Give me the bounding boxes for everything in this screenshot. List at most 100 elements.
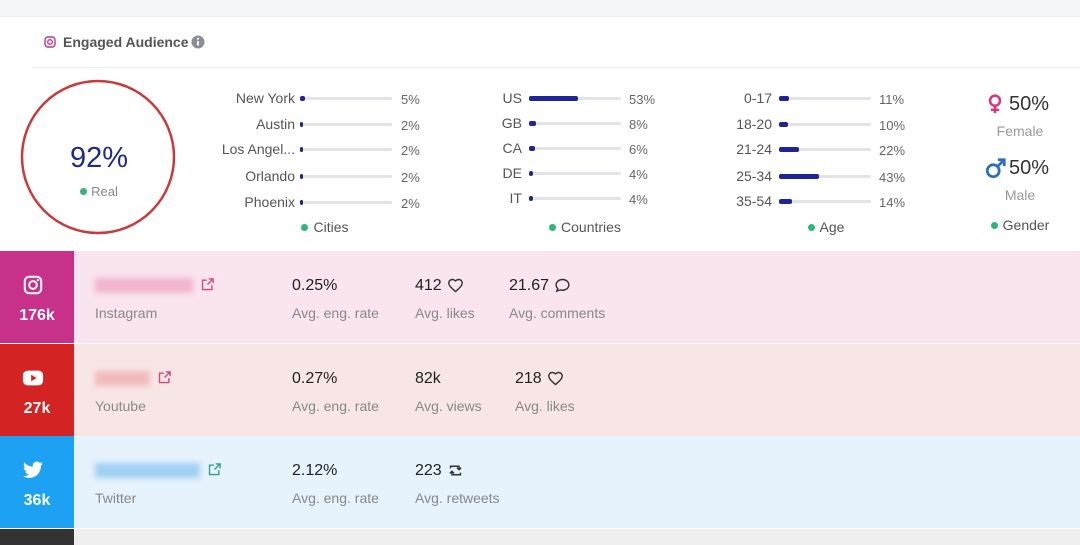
bar-track <box>300 123 392 126</box>
value-label: 2% <box>401 196 420 211</box>
value-label: 43% <box>879 170 906 185</box>
icon-part <box>997 158 1006 167</box>
dot <box>990 222 998 229</box>
icon-part <box>22 461 44 478</box>
real-value: 92% <box>69 142 129 174</box>
icon-part <box>207 278 214 285</box>
platform-row <box>0 343 1080 436</box>
bar <box>779 96 790 101</box>
icon-part <box>214 463 221 470</box>
icon-part <box>44 36 56 48</box>
list-title-text: Countries <box>561 219 621 235</box>
stat-label: Avg. eng. rate <box>292 490 379 506</box>
platform-row <box>0 436 1080 528</box>
bar <box>300 96 305 101</box>
value-label: 6% <box>629 142 648 157</box>
stat-label: Avg. eng. rate <box>292 397 379 414</box>
stat-label: Avg. retweets <box>415 490 500 506</box>
female-value: 50% <box>1009 93 1050 115</box>
bar <box>529 121 537 126</box>
value-label: 4% <box>629 167 648 182</box>
platform-icon <box>23 275 43 295</box>
section-title: Engaged Audience <box>63 34 189 50</box>
bar-track <box>529 122 621 125</box>
redacted-username <box>95 463 200 478</box>
external-link[interactable] <box>157 370 172 385</box>
followers: 36k <box>23 492 51 509</box>
divider <box>32 67 1080 68</box>
top-strip <box>0 0 1080 17</box>
bar <box>529 96 578 101</box>
icon-part <box>158 371 170 383</box>
platform-row <box>0 251 1080 343</box>
stat-value: 2.12% <box>292 462 338 479</box>
heart-icon <box>548 371 563 385</box>
platform-tile <box>0 251 74 343</box>
platform-icon <box>22 370 44 385</box>
stat-value: 0.25% <box>292 277 338 294</box>
value-label: 22% <box>879 143 906 158</box>
dot <box>80 188 88 195</box>
bar-track <box>779 200 871 203</box>
icon-part <box>201 279 213 291</box>
bar-track <box>300 97 392 100</box>
dot <box>301 224 309 231</box>
stat-label: Avg. eng. rate <box>292 305 379 321</box>
external-link[interactable] <box>200 277 215 292</box>
row-label: 21-24 <box>736 141 772 157</box>
value-label: 14% <box>879 195 906 210</box>
list-title-text: Age <box>819 219 845 235</box>
list-title: Age <box>766 219 886 235</box>
bar-track <box>300 148 392 151</box>
row-label: 18-20 <box>736 116 772 132</box>
real-label-text: Real <box>91 184 118 199</box>
bar <box>529 171 533 176</box>
bar-track <box>779 123 871 126</box>
female-label: Female <box>996 123 1044 139</box>
redacted-username <box>95 278 193 293</box>
value-label: 10% <box>879 118 906 133</box>
bar-track <box>300 175 392 178</box>
bar-track <box>300 201 392 204</box>
followers: 27k <box>23 399 51 417</box>
row-label: 0-17 <box>743 90 772 106</box>
list-title-text: Cities <box>313 219 349 235</box>
bar-track <box>779 148 871 151</box>
stat-label: Avg. views <box>415 397 482 414</box>
stat-value: 412 <box>415 277 442 294</box>
stat-value: 82k <box>415 369 441 387</box>
value-label: 4% <box>629 192 648 207</box>
value-label: 2% <box>401 170 420 185</box>
row-label: DE <box>502 165 522 181</box>
row-label: Los Angel... <box>221 141 295 157</box>
row-label: GB <box>501 115 522 131</box>
list-title: Cities <box>265 219 385 235</box>
bar-track <box>529 197 621 200</box>
stat-value: 218 <box>515 369 542 387</box>
external-link[interactable] <box>207 462 222 477</box>
list-title-text: Gender <box>1002 217 1050 233</box>
icon-part <box>47 39 53 45</box>
male-label: Male <box>1004 187 1036 203</box>
stat-label: Avg. likes <box>515 397 575 414</box>
stat-value: 223 <box>415 462 442 479</box>
bar <box>779 147 800 152</box>
platform-name: Twitter <box>95 490 137 506</box>
bar <box>529 146 535 151</box>
icon-part <box>548 371 563 385</box>
bar-track <box>529 147 621 150</box>
bar <box>779 199 792 204</box>
icon-part <box>197 37 199 40</box>
value-label: 2% <box>401 143 420 158</box>
icon-part <box>28 280 38 290</box>
next-row <box>0 529 1080 545</box>
list-title: Gender <box>960 217 1080 233</box>
row-label: New York <box>235 90 295 106</box>
bar-track <box>779 175 871 178</box>
instagram-icon <box>44 36 56 48</box>
stat-label: Avg. likes <box>415 305 475 321</box>
value-label: 2% <box>401 118 420 133</box>
info-icon[interactable] <box>191 35 205 49</box>
male-value: 50% <box>1009 157 1050 179</box>
